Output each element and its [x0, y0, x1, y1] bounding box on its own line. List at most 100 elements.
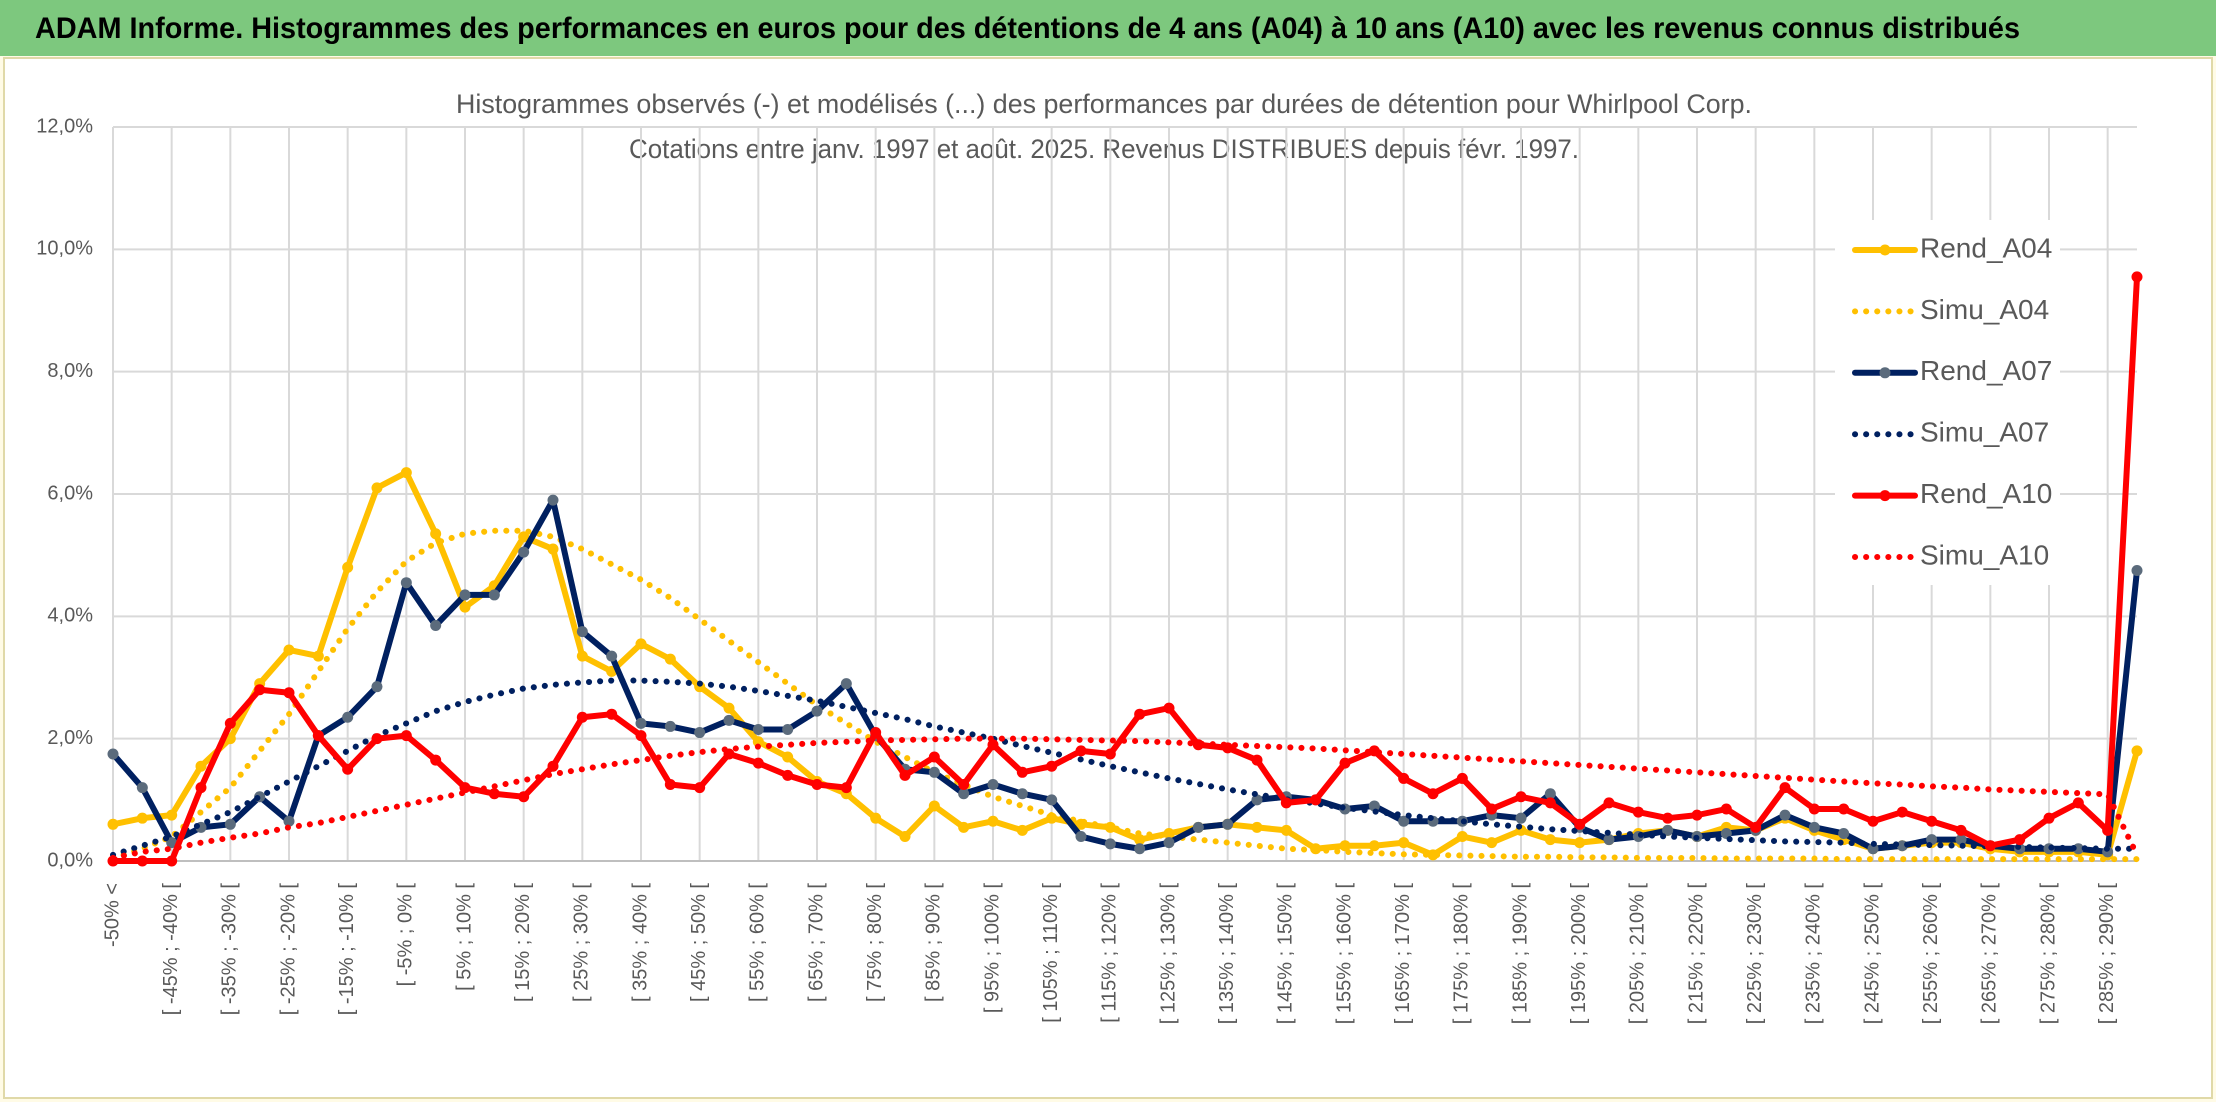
- data-point: [987, 779, 999, 791]
- data-point: [195, 782, 207, 794]
- data-point: [1808, 821, 1820, 833]
- data-point: [136, 782, 148, 794]
- x-tick-label: [ 225% ; 230% [: [1744, 883, 1766, 1025]
- legend: Rend_A04 Simu_A04 Rend_A07 Simu_A07 Rend_A10…: [1835, 220, 2060, 585]
- x-tick-label: -50% <: [101, 883, 123, 947]
- y-tick-label: 8,0%: [47, 360, 93, 382]
- x-tick-label: [ 125% ; 130% [: [1157, 883, 1179, 1025]
- x-tick-label: [ 105% ; 110% [: [1040, 883, 1062, 1023]
- data-point: [518, 791, 530, 803]
- legend-label: Simu_A04: [1920, 294, 2049, 325]
- data-point: [576, 626, 588, 638]
- series-line: [110, 273, 2140, 864]
- y-tick-label: 4,0%: [47, 605, 93, 627]
- data-point: [870, 812, 882, 824]
- x-tick-label: [ 205% ; 210% [: [1627, 883, 1649, 1025]
- data-point: [166, 809, 178, 821]
- data-point: [1955, 834, 1967, 846]
- data-point: [664, 720, 676, 732]
- y-tick-label: 12,0%: [36, 115, 93, 137]
- data-point: [782, 723, 794, 735]
- data-point: [312, 650, 324, 662]
- y-tick-label: 6,0%: [47, 482, 93, 504]
- data-point: [1192, 821, 1204, 833]
- y-tick-label: 0,0%: [47, 849, 93, 871]
- data-point: [1603, 797, 1615, 809]
- data-point: [430, 528, 442, 540]
- legend-label: Rend_A04: [1920, 232, 2052, 263]
- data-point: [1456, 772, 1468, 784]
- data-point: [1867, 815, 1879, 827]
- data-point: [547, 494, 559, 506]
- data-point: [371, 482, 383, 494]
- data-point: [811, 779, 823, 791]
- data-point: [283, 687, 295, 699]
- x-tick-label: [ 245% ; 250% [: [1861, 883, 1883, 1025]
- data-point: [606, 708, 618, 720]
- x-tick-label: [ 185% ; 190% [: [1509, 883, 1531, 1025]
- data-point: [283, 815, 295, 827]
- y-tick-label: 10,0%: [36, 238, 93, 260]
- header-title: ADAM Informe. Histogrammes des performan…: [35, 12, 2020, 45]
- data-point: [1398, 815, 1410, 827]
- data-point: [1574, 818, 1586, 830]
- data-point: [136, 812, 148, 824]
- legend-box: [1835, 220, 2060, 585]
- data-point: [1134, 708, 1146, 720]
- legend-label: Rend_A07: [1920, 355, 2052, 386]
- x-tick-label: [ 15% ; 20% [: [512, 883, 534, 1002]
- data-point: [1779, 809, 1791, 821]
- data-point: [1632, 806, 1644, 818]
- data-point: [107, 748, 119, 760]
- data-point: [1251, 821, 1263, 833]
- x-tick-label: [ 155% ; 160% [: [1333, 883, 1355, 1025]
- data-point: [518, 531, 530, 543]
- data-point: [1046, 794, 1058, 806]
- series-line: [110, 527, 2140, 863]
- x-tick-label: [ 85% ; 90% [: [923, 883, 945, 1002]
- data-point: [782, 769, 794, 781]
- data-point: [2131, 564, 2143, 576]
- header-bar: [0, 0, 2216, 56]
- data-point: [635, 638, 647, 650]
- data-point: [635, 730, 647, 742]
- data-point: [928, 766, 940, 778]
- data-point: [1251, 794, 1263, 806]
- data-point: [1104, 838, 1116, 850]
- data-point: [488, 589, 500, 601]
- data-point: [899, 831, 911, 843]
- data-point: [1163, 837, 1175, 849]
- data-point: [2102, 824, 2114, 836]
- x-tick-label: [ 5% ; 10% [: [453, 883, 475, 991]
- data-point: [840, 678, 852, 690]
- data-point: [1926, 815, 1938, 827]
- legend-marker: [1879, 367, 1891, 379]
- data-point: [1163, 702, 1175, 714]
- x-tick-label: [ 265% ; 270% [: [1979, 883, 2001, 1025]
- data-point: [166, 855, 178, 867]
- data-point: [664, 653, 676, 665]
- data-point: [1486, 837, 1498, 849]
- data-point: [1075, 831, 1087, 843]
- series-line: [110, 677, 2140, 858]
- data-point: [2131, 745, 2143, 757]
- data-point: [547, 760, 559, 772]
- data-point: [459, 589, 471, 601]
- data-point: [958, 788, 970, 800]
- x-tick-label: [ 255% ; 260% [: [1920, 883, 1942, 1025]
- data-point: [576, 711, 588, 723]
- plot: Histogrammes observés (-) et modélisés (…: [36, 89, 2143, 1025]
- data-point: [1662, 812, 1674, 824]
- data-point: [752, 723, 764, 735]
- x-tick-label: [ 95% ; 100% [: [981, 883, 1003, 1014]
- data-point: [1427, 788, 1439, 800]
- data-point: [1398, 772, 1410, 784]
- data-point: [1779, 782, 1791, 794]
- x-tick-label: [ 55% ; 60% [: [747, 883, 769, 1002]
- legend-marker: [1879, 490, 1891, 502]
- x-tick-label: [ -25% ; -20% [: [277, 883, 299, 1016]
- data-point: [224, 717, 236, 729]
- data-point: [1544, 834, 1556, 846]
- data-point: [1691, 809, 1703, 821]
